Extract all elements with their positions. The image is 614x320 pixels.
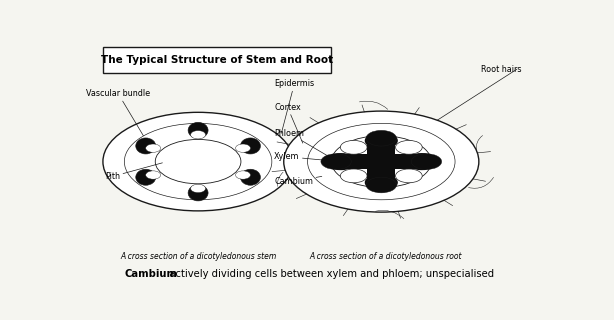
Circle shape: [405, 153, 438, 170]
Circle shape: [155, 140, 241, 184]
Circle shape: [395, 169, 422, 183]
Ellipse shape: [146, 171, 161, 179]
Ellipse shape: [236, 171, 251, 179]
Ellipse shape: [146, 144, 161, 152]
Ellipse shape: [236, 144, 251, 152]
Text: Xylem: Xylem: [274, 152, 353, 163]
Bar: [336, 155, 427, 169]
Text: Cambium: Cambium: [274, 176, 322, 186]
Text: The Typical Structure of Stem and Root: The Typical Structure of Stem and Root: [101, 55, 333, 65]
Circle shape: [103, 112, 293, 211]
Ellipse shape: [136, 169, 156, 185]
Ellipse shape: [241, 169, 260, 185]
Text: Epidermis: Epidermis: [274, 79, 314, 133]
Circle shape: [332, 136, 431, 188]
Circle shape: [395, 140, 422, 154]
Circle shape: [365, 174, 398, 191]
Text: A cross section of a dicotyledonous stem: A cross section of a dicotyledonous stem: [120, 252, 276, 261]
Circle shape: [366, 177, 397, 193]
Text: : actively dividing cells between xylem and phloem; unspecialised: : actively dividing cells between xylem …: [163, 269, 494, 279]
Ellipse shape: [241, 138, 260, 154]
FancyBboxPatch shape: [103, 47, 332, 73]
Ellipse shape: [136, 138, 156, 154]
Text: Pith: Pith: [106, 163, 163, 181]
Ellipse shape: [188, 122, 208, 138]
Circle shape: [411, 154, 441, 170]
Circle shape: [284, 111, 479, 212]
Text: A cross section of a dicotyledonous root: A cross section of a dicotyledonous root: [310, 252, 462, 261]
Bar: [368, 138, 395, 185]
Ellipse shape: [190, 184, 206, 193]
Text: Cambium: Cambium: [124, 269, 177, 279]
Circle shape: [340, 140, 367, 154]
Circle shape: [340, 169, 367, 183]
Text: Root hairs: Root hairs: [481, 65, 522, 74]
Circle shape: [366, 130, 397, 146]
Ellipse shape: [190, 131, 206, 139]
Text: Phloem: Phloem: [274, 129, 330, 157]
Circle shape: [321, 154, 351, 170]
Circle shape: [324, 153, 357, 170]
Text: Cortex: Cortex: [274, 103, 303, 143]
Text: Vascular bundle: Vascular bundle: [86, 89, 150, 136]
Ellipse shape: [188, 185, 208, 201]
Circle shape: [365, 132, 398, 149]
